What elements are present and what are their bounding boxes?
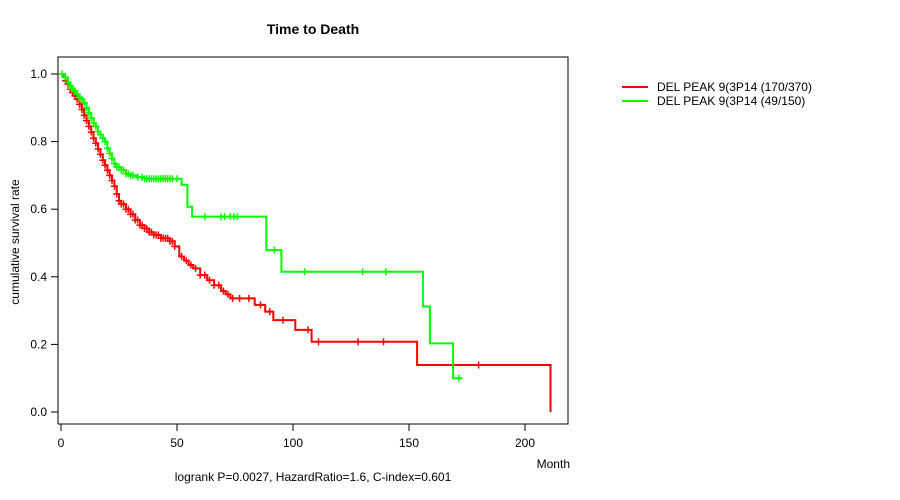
legend-label-red: DEL PEAK 9(3P14 (170/370) [657, 80, 812, 94]
survival-curve-red [61, 73, 552, 412]
y-tick-label: 0.4 [30, 270, 47, 284]
plot-frame [57, 56, 569, 425]
x-tick-label: 100 [283, 436, 303, 450]
y-axis-label: cumulative survival rate [8, 179, 22, 305]
green-line-swatch [622, 100, 648, 102]
censor-marks-red [62, 77, 483, 369]
survival-curve-green [61, 73, 463, 380]
x-tick-label: 50 [170, 436, 184, 450]
legend: DEL PEAK 9(3P14 (170/370) DEL PEAK 9(3P1… [622, 80, 812, 108]
x-tick-label: 0 [58, 436, 65, 450]
legend-label-green: DEL PEAK 9(3P14 (49/150) [657, 94, 806, 108]
legend-item-red: DEL PEAK 9(3P14 (170/370) [622, 80, 812, 94]
chart-title: Time to Death [266, 21, 360, 37]
x-tick-label: 200 [515, 436, 535, 450]
y-tick-label: 1.0 [30, 67, 47, 81]
censor-marks-green [58, 70, 463, 382]
red-line-swatch [622, 86, 648, 88]
y-tick-label: 0.6 [30, 202, 47, 216]
y-tick-label: 0.0 [30, 405, 47, 419]
stats-annotation: logrank P=0.0027, HazardRatio=1.6, C-ind… [174, 470, 452, 484]
x-tick-label: 150 [399, 436, 419, 450]
y-tick-label: 0.2 [30, 337, 47, 351]
legend-item-green: DEL PEAK 9(3P14 (49/150) [622, 94, 812, 108]
x-axis-label: Month [536, 457, 570, 471]
y-tick-label: 0.8 [30, 135, 47, 149]
